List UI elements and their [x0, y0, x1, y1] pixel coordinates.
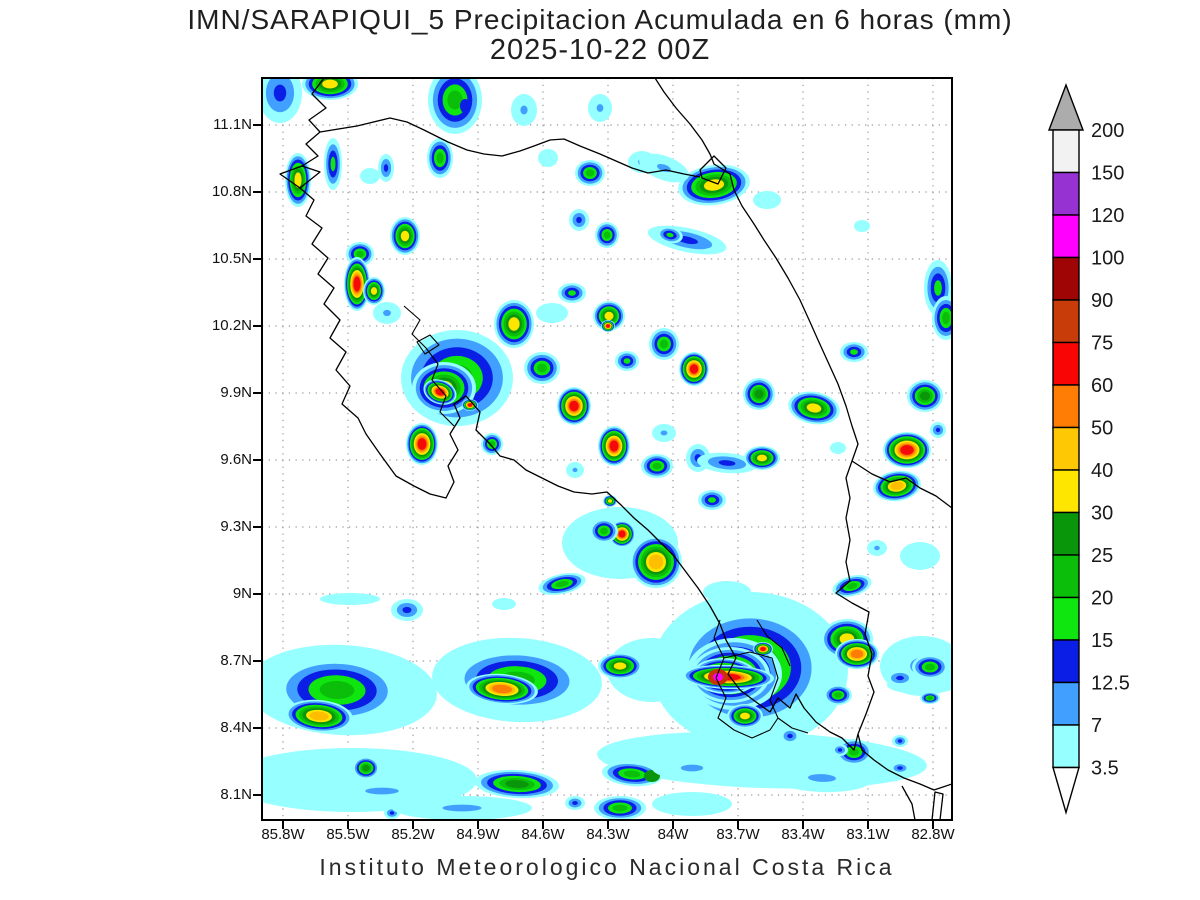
colorbar-segment	[1052, 511, 1080, 556]
lat-tick-label: 9.3N	[220, 518, 252, 535]
colorbar-segment	[1052, 724, 1080, 769]
colorbar-tick-label: 15	[1091, 630, 1113, 652]
colorbar-tick-label: 60	[1091, 375, 1113, 397]
precip-field	[262, 78, 952, 820]
colorbar-tick-label: 200	[1091, 120, 1124, 142]
precip-map	[253, 77, 953, 829]
colorbar-tick-label: 3.5	[1091, 758, 1119, 780]
lon-tick-label: 83.4W	[781, 826, 825, 843]
lat-tick-label: 10.8N	[211, 183, 252, 200]
lon-tick-label: 84.9W	[456, 826, 500, 843]
colorbar-segment	[1052, 554, 1080, 599]
lat-tick-label: 10.2N	[211, 317, 252, 334]
lat-tick-label: 8.7N	[220, 652, 252, 669]
colorbar-segment	[1052, 681, 1080, 726]
lat-tick-label: 8.4N	[220, 719, 252, 736]
colorbar-tick-label: 40	[1091, 460, 1113, 482]
lon-tick-label: 84.6W	[521, 826, 565, 843]
lon-tick-label: 85.8W	[261, 826, 305, 843]
colorbar-segment	[1052, 299, 1080, 344]
colorbar-segment	[1052, 469, 1080, 514]
colorbar-segment	[1052, 596, 1080, 641]
colorbar-segment	[1052, 256, 1080, 301]
colorbar-segment	[1052, 384, 1080, 429]
lat-tick-label: 8.1N	[220, 786, 252, 803]
lat-tick-label: 9.6N	[220, 451, 252, 468]
axis-ticks	[253, 124, 934, 829]
colorbar-arrow-top	[1047, 83, 1085, 131]
lon-tick-label: 84W	[657, 826, 689, 843]
colorbar-tick-label: 150	[1091, 163, 1124, 185]
lon-tick-label: 83.1W	[846, 826, 890, 843]
colorbar-tick-label: 20	[1091, 588, 1113, 610]
colorbar-tick-label: 25	[1091, 545, 1113, 567]
colorbar-tick-label: 30	[1091, 503, 1113, 525]
lat-tick-label: 9.9N	[220, 384, 252, 401]
figure-title: IMN/SARAPIQUI_5 Precipitacion Acumulada …	[187, 4, 1013, 35]
lon-tick-label: 84.3W	[586, 826, 630, 843]
colorbar-segment	[1052, 214, 1080, 259]
colorbar-segment	[1052, 129, 1080, 174]
lon-tick-label: 85.5W	[326, 826, 370, 843]
colorbar-segment	[1052, 426, 1080, 471]
colorbar-tick-label: 75	[1091, 333, 1113, 355]
lat-tick-label: 10.5N	[211, 250, 252, 267]
colorbar-segment	[1052, 341, 1080, 386]
figure-valid-time: 2025-10-22 00Z	[489, 34, 711, 66]
colorbar-tick-label: 100	[1091, 248, 1124, 270]
colorbar-segment	[1052, 639, 1080, 684]
colorbar-tick-label: 50	[1091, 418, 1113, 440]
lon-tick-label: 85.2W	[391, 826, 435, 843]
colorbar: 200 150 120 100 90 75 60 50 40 30 25 20 15 12.5 7 3.5	[1047, 83, 1130, 816]
colorbar-tick-label: 7	[1091, 715, 1102, 737]
lat-tick-label: 11.1N	[213, 116, 252, 133]
lat-tick-label: 9N	[232, 585, 252, 602]
figure-footer: Instituto Meteorologico Nacional Costa R…	[319, 854, 895, 880]
lon-tick-label: 82.8W	[911, 826, 955, 843]
lon-tick-label: 83.7W	[716, 826, 760, 843]
coastline	[279, 78, 952, 820]
basin-outline	[403, 305, 809, 739]
colorbar-tick-label: 90	[1091, 290, 1113, 312]
colorbar-arrow-bottom	[1052, 766, 1080, 816]
colorbar-segment	[1052, 171, 1080, 216]
colorbar-tick-label: 120	[1091, 205, 1124, 227]
colorbar-tick-label: 12.5	[1091, 673, 1130, 695]
